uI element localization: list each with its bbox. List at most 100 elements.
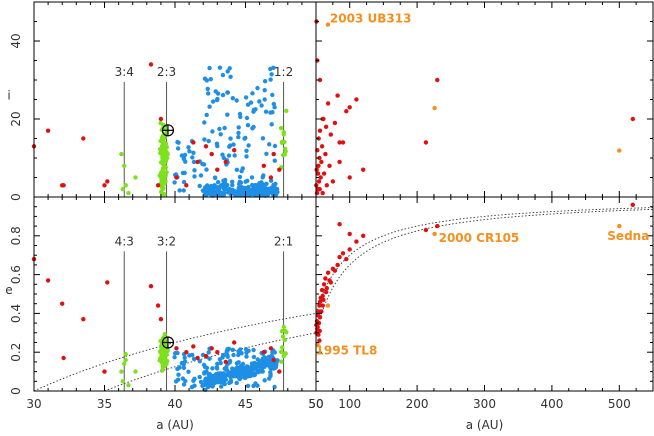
classical-point-e <box>251 383 256 389</box>
classical-point-e <box>198 379 204 385</box>
classical-point-i <box>272 158 277 163</box>
scattered-point-e <box>324 286 329 291</box>
classical-point-e <box>248 373 253 379</box>
resonant-point-i <box>161 140 167 145</box>
scattered-point-e <box>191 344 196 349</box>
y-tick-label: 0.6 <box>9 265 23 284</box>
classical-point-e <box>244 354 249 359</box>
classical-point-e <box>207 356 212 361</box>
resonant-point-i <box>159 180 165 185</box>
scattered-point-i <box>319 144 325 149</box>
y-tick-label: 0 <box>9 387 23 395</box>
classical-point-e <box>182 355 187 360</box>
scattered-point-e <box>337 222 342 227</box>
scattered-point-i <box>335 93 340 98</box>
resonant-point-i <box>278 125 284 131</box>
scattered-point-i <box>347 175 352 180</box>
classical-point-i <box>215 91 221 96</box>
resonant-point-e <box>123 351 128 357</box>
classical-point-i <box>226 153 232 158</box>
classical-point-i <box>206 138 211 144</box>
y-tick-label: 20 <box>9 111 23 126</box>
classical-point-i <box>243 135 248 141</box>
scattered-point-e <box>271 357 276 363</box>
x-tick-label: 400 <box>540 397 563 411</box>
classical-point-e <box>234 380 239 386</box>
resonant-point-e <box>133 369 138 374</box>
classical-point-i <box>272 143 278 149</box>
classical-point-i <box>225 112 230 117</box>
y-axis-label-e: e <box>5 283 12 297</box>
resonant-point-e <box>281 324 286 330</box>
classical-point-i <box>238 180 244 185</box>
classical-point-e <box>268 372 273 377</box>
object-label: 2003 UB313 <box>330 12 412 26</box>
classical-point-i <box>220 72 226 78</box>
classical-point-i <box>230 189 235 195</box>
classical-point-i <box>207 65 212 71</box>
classical-point-e <box>255 383 260 388</box>
classical-point-i <box>234 98 239 103</box>
scattered-point-i <box>223 159 228 165</box>
classical-point-i <box>248 192 253 197</box>
classical-point-e <box>228 378 233 383</box>
classical-point-i <box>268 77 273 82</box>
classical-point-e <box>243 347 249 352</box>
named-object-point <box>617 223 622 229</box>
classical-point-e <box>244 350 249 355</box>
classical-point-e <box>255 357 260 362</box>
resonance-label: 3:4 <box>115 65 134 79</box>
classical-point-e <box>220 355 225 360</box>
classical-point-i <box>251 109 256 114</box>
resonant-point-e <box>126 383 131 388</box>
classical-point-e <box>243 375 248 380</box>
scattered-point-e <box>321 297 326 302</box>
resonant-point-i <box>120 187 126 192</box>
classical-point-i <box>250 126 255 131</box>
classical-point-e <box>232 369 237 374</box>
resonant-point-i <box>119 151 124 157</box>
classical-point-i <box>230 182 235 188</box>
classical-point-i <box>177 188 182 193</box>
resonant-point-e <box>122 361 127 366</box>
resonant-point-e <box>281 353 286 359</box>
classical-point-e <box>215 361 220 366</box>
classical-point-i <box>250 91 255 96</box>
classical-point-i <box>231 142 236 147</box>
scattered-point-e <box>347 231 352 237</box>
classical-point-e <box>180 376 186 381</box>
classical-point-i <box>220 152 225 157</box>
scattered-point-e <box>317 338 322 343</box>
classical-point-i <box>175 146 181 151</box>
x-tick-label: 35 <box>97 397 112 411</box>
resonant-point-i <box>283 146 288 152</box>
scattered-point-i <box>174 175 179 180</box>
scattered-point-i <box>317 77 323 83</box>
classical-point-e <box>234 361 240 366</box>
scattered-point-e <box>223 359 228 365</box>
classical-point-i <box>228 74 233 80</box>
classical-point-i <box>259 103 264 108</box>
perihelion-curve <box>315 207 653 314</box>
scattered-point-e <box>319 309 324 314</box>
scattered-point-e <box>268 346 274 351</box>
resonant-point-i <box>123 183 128 188</box>
scattered-point-i <box>337 140 342 145</box>
classical-point-i <box>192 174 197 179</box>
classical-point-e <box>186 369 191 374</box>
classical-point-e <box>218 371 223 376</box>
scattered-point-i <box>314 190 320 196</box>
resonant-point-e <box>279 359 284 364</box>
scattered-point-i <box>261 163 266 168</box>
classical-point-e <box>181 365 187 370</box>
classical-point-i <box>268 110 273 115</box>
classical-point-i <box>230 179 235 184</box>
classical-point-i <box>225 69 230 74</box>
scattered-point-e <box>317 315 323 320</box>
classical-point-e <box>197 374 202 380</box>
named-object-point <box>325 303 331 308</box>
x-tick-label: 50 <box>308 397 323 411</box>
classical-point-e <box>191 378 196 383</box>
resonant-point-e <box>161 353 166 358</box>
scattered-point-i <box>354 97 359 102</box>
